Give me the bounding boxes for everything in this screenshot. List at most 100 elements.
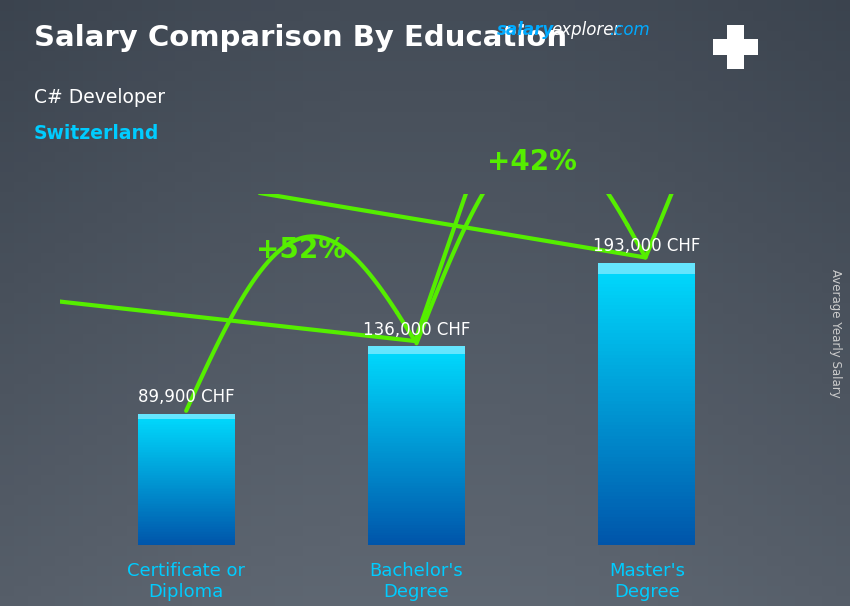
Bar bbox=[598, 443, 695, 447]
Bar bbox=[138, 437, 235, 438]
Text: .com: .com bbox=[609, 21, 649, 39]
Text: +42%: +42% bbox=[487, 148, 576, 176]
Bar bbox=[138, 506, 235, 508]
Bar bbox=[598, 422, 695, 425]
Bar bbox=[368, 446, 465, 448]
Bar bbox=[598, 287, 695, 291]
Bar bbox=[138, 438, 235, 440]
Bar bbox=[368, 538, 465, 541]
Bar bbox=[598, 333, 695, 337]
Bar bbox=[368, 346, 465, 348]
Bar bbox=[368, 421, 465, 424]
Bar bbox=[138, 509, 235, 511]
Bar bbox=[598, 291, 695, 295]
Bar bbox=[598, 298, 695, 302]
Bar bbox=[368, 458, 465, 461]
Bar bbox=[598, 383, 695, 387]
Bar bbox=[138, 499, 235, 501]
Bar bbox=[598, 513, 695, 517]
Text: +52%: +52% bbox=[257, 236, 346, 264]
Bar bbox=[598, 425, 695, 429]
Bar bbox=[368, 481, 465, 483]
Bar bbox=[368, 351, 465, 354]
Bar bbox=[138, 473, 235, 474]
Bar bbox=[598, 365, 695, 368]
Bar bbox=[138, 494, 235, 496]
Bar bbox=[138, 427, 235, 428]
Bar bbox=[138, 461, 235, 463]
Bar bbox=[138, 488, 235, 490]
Text: 193,000 CHF: 193,000 CHF bbox=[593, 238, 700, 256]
Bar bbox=[368, 371, 465, 374]
Bar bbox=[138, 425, 235, 427]
Bar bbox=[368, 411, 465, 413]
Bar bbox=[598, 411, 695, 415]
Bar bbox=[138, 493, 235, 494]
Bar bbox=[368, 373, 465, 376]
Bar bbox=[138, 491, 235, 493]
Bar bbox=[138, 541, 235, 542]
Bar bbox=[368, 498, 465, 501]
Bar bbox=[598, 408, 695, 411]
Bar bbox=[598, 485, 695, 489]
Bar bbox=[598, 355, 695, 358]
Bar bbox=[138, 484, 235, 486]
Bar bbox=[598, 262, 695, 266]
Bar bbox=[368, 476, 465, 478]
Bar bbox=[368, 471, 465, 473]
Bar bbox=[368, 426, 465, 428]
Bar bbox=[598, 528, 695, 531]
Bar bbox=[138, 504, 235, 506]
Bar bbox=[598, 401, 695, 404]
Bar bbox=[598, 263, 695, 274]
Bar bbox=[368, 483, 465, 485]
Bar bbox=[138, 498, 235, 499]
Bar bbox=[598, 496, 695, 499]
Bar bbox=[368, 354, 465, 356]
Bar bbox=[368, 399, 465, 401]
Bar bbox=[138, 476, 235, 478]
Bar bbox=[368, 523, 465, 525]
Bar bbox=[598, 376, 695, 379]
Bar bbox=[368, 505, 465, 508]
Bar bbox=[598, 397, 695, 401]
Bar bbox=[368, 401, 465, 404]
Bar bbox=[598, 295, 695, 298]
Bar bbox=[138, 424, 235, 425]
Bar bbox=[368, 478, 465, 481]
Bar bbox=[598, 368, 695, 372]
Bar bbox=[598, 284, 695, 287]
Bar bbox=[598, 453, 695, 457]
Bar bbox=[368, 428, 465, 431]
Bar bbox=[598, 358, 695, 362]
Bar bbox=[598, 450, 695, 453]
Bar bbox=[138, 433, 235, 435]
Bar bbox=[368, 391, 465, 393]
Bar bbox=[598, 531, 695, 535]
Text: 136,000 CHF: 136,000 CHF bbox=[363, 321, 470, 339]
Bar bbox=[598, 468, 695, 471]
Bar bbox=[368, 491, 465, 493]
Bar bbox=[598, 461, 695, 464]
Bar bbox=[598, 489, 695, 493]
Bar bbox=[138, 460, 235, 461]
Bar bbox=[368, 510, 465, 513]
Bar bbox=[368, 501, 465, 503]
Bar bbox=[598, 478, 695, 482]
Bar bbox=[138, 430, 235, 432]
Bar bbox=[138, 478, 235, 479]
Bar bbox=[368, 348, 465, 351]
Bar bbox=[138, 542, 235, 544]
Text: Salary Comparison By Education: Salary Comparison By Education bbox=[34, 24, 567, 52]
Bar bbox=[138, 444, 235, 445]
Bar bbox=[368, 386, 465, 388]
Bar bbox=[598, 524, 695, 528]
Bar bbox=[138, 537, 235, 539]
Bar bbox=[598, 507, 695, 510]
Bar bbox=[138, 483, 235, 485]
Bar bbox=[368, 485, 465, 488]
FancyArrowPatch shape bbox=[26, 0, 542, 341]
Bar bbox=[598, 510, 695, 514]
Bar bbox=[368, 453, 465, 456]
Bar bbox=[138, 529, 235, 531]
